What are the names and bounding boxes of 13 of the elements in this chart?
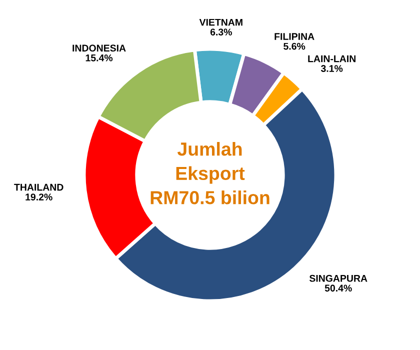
data-label: 50.4% [324,284,352,292]
data-label: 19.2% [26,194,52,200]
data-label: 6.3% [210,28,232,36]
slice-label: LAIN-LAIN [308,55,356,62]
data-label: 3.1% [320,65,343,72]
slice-label: SINGAPURA [309,274,368,282]
data-label: 15.4% [86,54,113,62]
slice-label: INDONESIA [72,44,126,52]
slice-label: THAILAND [14,184,64,191]
slice-label: VIETNAM [199,18,242,26]
slice-label: FILIPINA [274,33,314,40]
text: Jumlah Eksport RM70.5 bilion [150,142,270,204]
data-label: 5.6% [284,42,306,50]
